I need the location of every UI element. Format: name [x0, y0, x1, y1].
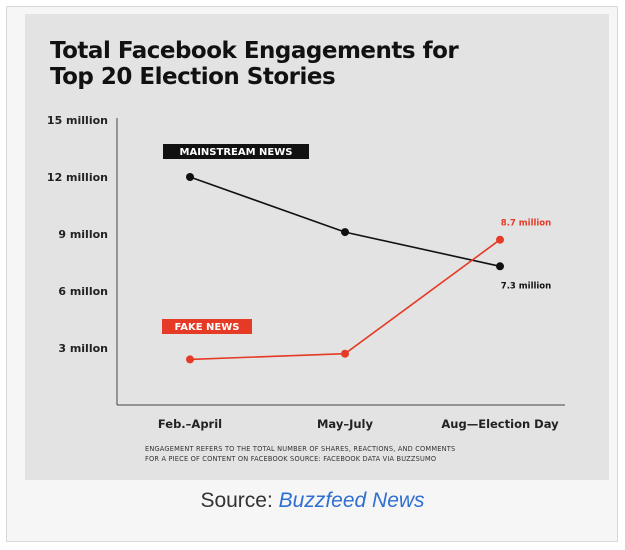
- y-tick-label-0: 3 millon: [58, 342, 108, 355]
- x-tick-label-2: Aug—Election Day: [441, 417, 559, 431]
- source-caption: Source: Buzzfeed News: [0, 489, 625, 513]
- y-tick-label-1: 6 millon: [58, 285, 108, 298]
- series-line-1: [189, 239, 501, 361]
- x-tick-label-0: Feb.–April: [158, 417, 222, 431]
- data-point-0-2: [496, 262, 504, 271]
- series-tag-bg-0: [163, 144, 309, 159]
- chart-title-line-1: Total Facebook Engagements for: [50, 38, 459, 64]
- chart-panel: [25, 14, 609, 480]
- source-link[interactable]: Buzzfeed News: [278, 489, 425, 512]
- footnote-line-1: Engagement refers to the total number of…: [145, 445, 456, 453]
- chart-title: Total Facebook Engagements for Top 20 El…: [50, 38, 570, 90]
- series-line-0: [189, 176, 501, 268]
- data-point-1-1: [341, 349, 349, 358]
- chart-title-line-2: Top 20 Election Stories: [50, 64, 336, 90]
- data-point-0-1: [341, 228, 349, 237]
- data-label-1: 7.3 million: [501, 281, 551, 291]
- series-tag-label-0: MAINSTREAM NEWS: [180, 147, 293, 158]
- y-tick-label-4: 15 million: [47, 114, 108, 127]
- y-tick-label-3: 12 million: [47, 171, 108, 184]
- x-tick-label-1: May–July: [317, 417, 374, 431]
- data-point-0-0: [186, 173, 194, 181]
- series-tag-label-1: FAKE NEWS: [175, 322, 240, 333]
- data-point-1-0: [186, 355, 194, 364]
- data-label-0: 8.7 million: [501, 219, 551, 229]
- chart-footnote: Engagement refers to the total number of…: [145, 444, 585, 464]
- y-tick-label-2: 9 millon: [58, 228, 108, 241]
- source-prefix: Source:: [200, 489, 279, 512]
- data-point-1-2: [496, 235, 504, 244]
- footnote-line-2: for a piece of content on Facebook Sourc…: [145, 455, 437, 463]
- series-tag-bg-1: [162, 319, 252, 334]
